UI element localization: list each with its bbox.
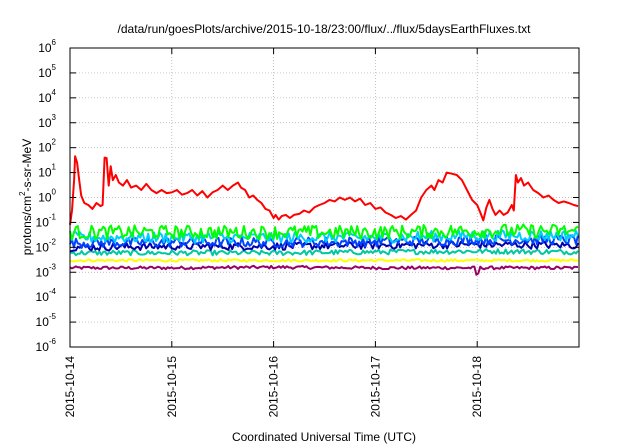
series-line xyxy=(69,223,579,241)
x-tick-label: 2015-10-15 xyxy=(165,356,179,418)
x-tick-label: 2015-10-16 xyxy=(267,356,281,418)
x-tick-labels: 2015-10-14 2015-10-15 2015-10-16 2015-10-17… xyxy=(63,356,484,418)
x-axis-label: Coordinated Universal Time (UTC) xyxy=(232,430,416,444)
series-line xyxy=(69,258,579,263)
y-tick-label: 10-2 xyxy=(36,237,57,254)
y-tick-label: 10-1 xyxy=(36,212,57,229)
y-tick-label: 100 xyxy=(38,188,56,205)
y-tick-label: 101 xyxy=(38,163,56,180)
chart-title: /data/run/goesPlots/archive/2015-10-18/2… xyxy=(118,22,532,36)
y-tick-label: 104 xyxy=(38,88,56,105)
grid-lines xyxy=(70,48,579,347)
axis-ticks xyxy=(69,47,579,348)
x-tick-label: 2015-10-18 xyxy=(470,356,484,418)
y-tick-label: 10-6 xyxy=(36,337,57,354)
x-tick-label: 2015-10-14 xyxy=(63,356,77,418)
y-tick-labels: 10-6 10-5 10-4 10-3 10-2 10-1 100 101 102 103 104 1… xyxy=(36,38,57,354)
y-tick-label: 102 xyxy=(38,138,56,155)
series-line xyxy=(69,264,579,276)
y-tick-label: 10-4 xyxy=(36,287,57,304)
y-tick-label: 10-5 xyxy=(36,312,57,329)
series-line xyxy=(69,248,579,257)
series-layer xyxy=(69,155,579,276)
y-tick-label: 103 xyxy=(38,113,56,130)
y-tick-label: 106 xyxy=(38,38,56,55)
y-tick-label: 105 xyxy=(38,63,56,80)
series-line xyxy=(69,240,579,253)
series-line xyxy=(69,155,579,225)
series-line xyxy=(69,234,579,249)
x-tick-label: 2015-10-17 xyxy=(368,356,382,418)
y-tick-label: 10-3 xyxy=(36,262,57,279)
y-axis-label: protons/cm2-s-sr-MeV xyxy=(18,139,34,255)
